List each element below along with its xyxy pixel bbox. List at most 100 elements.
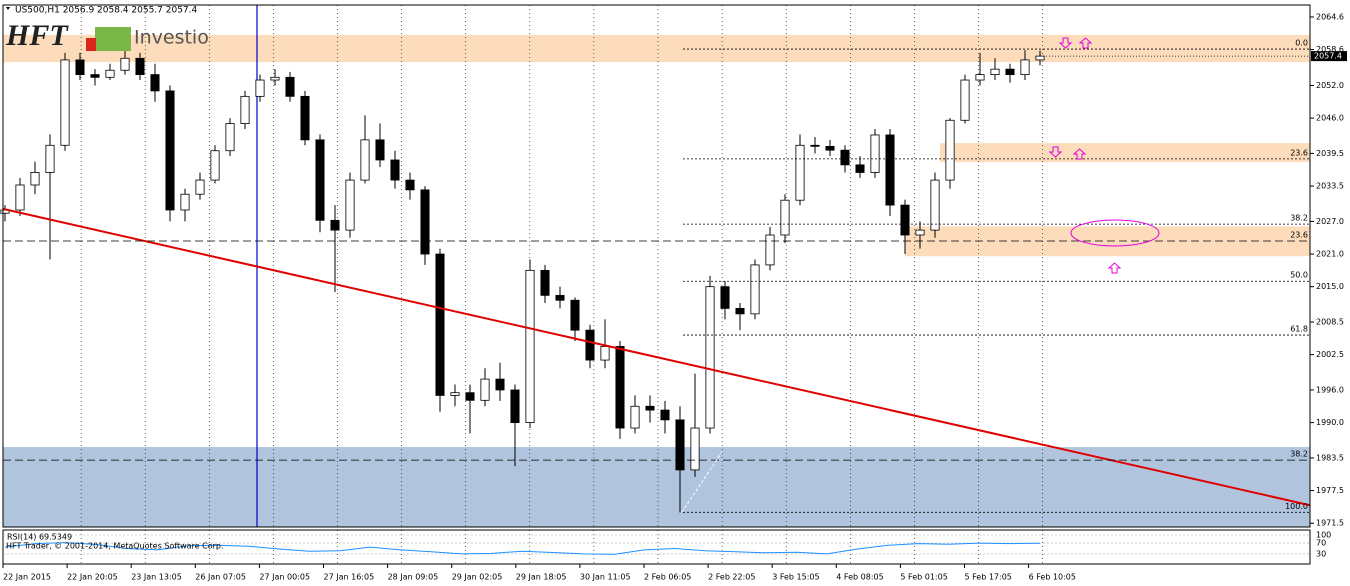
candle-body [885, 134, 895, 206]
candle-body [480, 378, 490, 401]
fib-level-label: 50.0 [1290, 271, 1308, 280]
y-tick-label: 1977.5 [1316, 486, 1344, 495]
candle-body [1005, 68, 1015, 75]
candle-body [615, 346, 625, 429]
arrow-down [1058, 37, 1073, 49]
fib-level-label: 0.0 [1295, 39, 1308, 48]
candle-body [630, 405, 640, 429]
candle-body [990, 68, 1000, 75]
y-tick-label: 2033.5 [1316, 182, 1344, 191]
logo-badge [95, 27, 131, 51]
candle-body [945, 119, 955, 181]
logo-mark: HFT [5, 19, 69, 52]
x-tick-label: 27 Jan 16:05 [324, 573, 375, 582]
x-tick-label: 22 Jan 2015 [3, 573, 51, 582]
candle-body [300, 95, 310, 141]
main-frame [2, 4, 1311, 528]
y-tick-label: 2046.0 [1316, 114, 1344, 123]
candle-body [315, 139, 325, 221]
logo-name: Investio [134, 27, 209, 49]
candle-body [705, 286, 715, 429]
y-tick-label: 2021.0 [1316, 250, 1344, 259]
candle-body [405, 179, 415, 191]
rsi-tick-label: 70 [1316, 539, 1326, 548]
candle-body [1035, 55, 1045, 61]
rsi-tick-label: 30 [1316, 549, 1326, 558]
candle-body [915, 229, 925, 236]
x-tick-label: 22 Jan 20:05 [67, 573, 118, 582]
candle-body [855, 164, 865, 173]
x-tick-label: 3 Feb 15:05 [772, 573, 819, 582]
candle-body [900, 204, 910, 236]
fib-level-label: 61.8 [1290, 325, 1308, 334]
candle-body [795, 144, 805, 201]
candle-body [930, 179, 940, 231]
arrow-up [1078, 37, 1093, 49]
candles [0, 50, 1045, 513]
x-tick-label: 29 Jan 02:05 [452, 573, 503, 582]
fib-level-label: 38.2 [1290, 450, 1308, 459]
fib-level-label: 38.2 [1290, 214, 1308, 223]
candle-body [165, 90, 175, 211]
candle-body [960, 79, 970, 121]
candle-body [450, 392, 460, 396]
candle-body [330, 219, 340, 231]
candle-body [975, 74, 985, 81]
candle-body [510, 389, 520, 424]
candle-body [180, 193, 190, 211]
candle-body [765, 234, 775, 266]
candle-body [570, 299, 580, 331]
menu-icon [6, 7, 10, 10]
candle-body [120, 57, 130, 71]
fib-level-label: 23.6 [1290, 148, 1308, 157]
candle-body [690, 427, 700, 471]
fib-base [681, 451, 723, 513]
candle-body [375, 139, 385, 161]
watermark: HFT Trader, © 2001-2014, MetaQuotes Soft… [6, 542, 224, 551]
candle-body [720, 286, 730, 309]
current-price-label: 2057.4 [1314, 52, 1342, 61]
arrows [1048, 37, 1122, 274]
zone [940, 143, 1310, 163]
candle-body [555, 294, 565, 301]
candle-body [270, 76, 280, 81]
candle-body [750, 264, 760, 315]
y-tick-label: 1971.5 [1316, 519, 1344, 528]
candle-body [135, 57, 145, 75]
candle-body [390, 159, 400, 181]
candle-body [465, 392, 475, 401]
y-tick-label: 2015.0 [1316, 282, 1344, 291]
candle-body [495, 378, 505, 391]
y-tick-label: 2002.5 [1316, 350, 1344, 359]
candle-body [255, 79, 265, 97]
candle-body [675, 419, 685, 471]
x-tick-label: 27 Jan 00:05 [259, 573, 310, 582]
candle-body [1020, 59, 1030, 76]
candle-body [435, 253, 445, 396]
candle-body [540, 269, 550, 296]
x-tick-label: 2 Feb 06:05 [644, 573, 691, 582]
y-tick-label: 2058.6 [1316, 45, 1344, 54]
arrow-up [1107, 262, 1122, 274]
candle-body [420, 189, 430, 255]
rsi-label: RSI(14) 69.5349 [7, 533, 72, 542]
logo: HFT Investio [5, 19, 209, 52]
candle-body [30, 172, 40, 186]
candle-body [600, 346, 610, 361]
candle-body [360, 139, 370, 181]
header: US500,H1 2056.9 2058.4 2055.7 2057.4 [15, 6, 198, 16]
candle-body [825, 145, 835, 151]
candle-body [285, 76, 295, 97]
candle-body [90, 74, 100, 78]
zone [3, 34, 1310, 63]
trend-line [2, 207, 1311, 507]
candle-body [345, 179, 355, 231]
candle-body [225, 123, 235, 152]
candle-body [45, 144, 55, 173]
y-tick-label: 2052.0 [1316, 81, 1344, 90]
x-tick-label: 5 Feb 01:05 [900, 573, 947, 582]
x-tick-label: 6 Feb 10:05 [1029, 573, 1076, 582]
rsi-tick-label: 100 [1316, 531, 1331, 540]
y-tick-label: 2008.5 [1316, 318, 1344, 327]
